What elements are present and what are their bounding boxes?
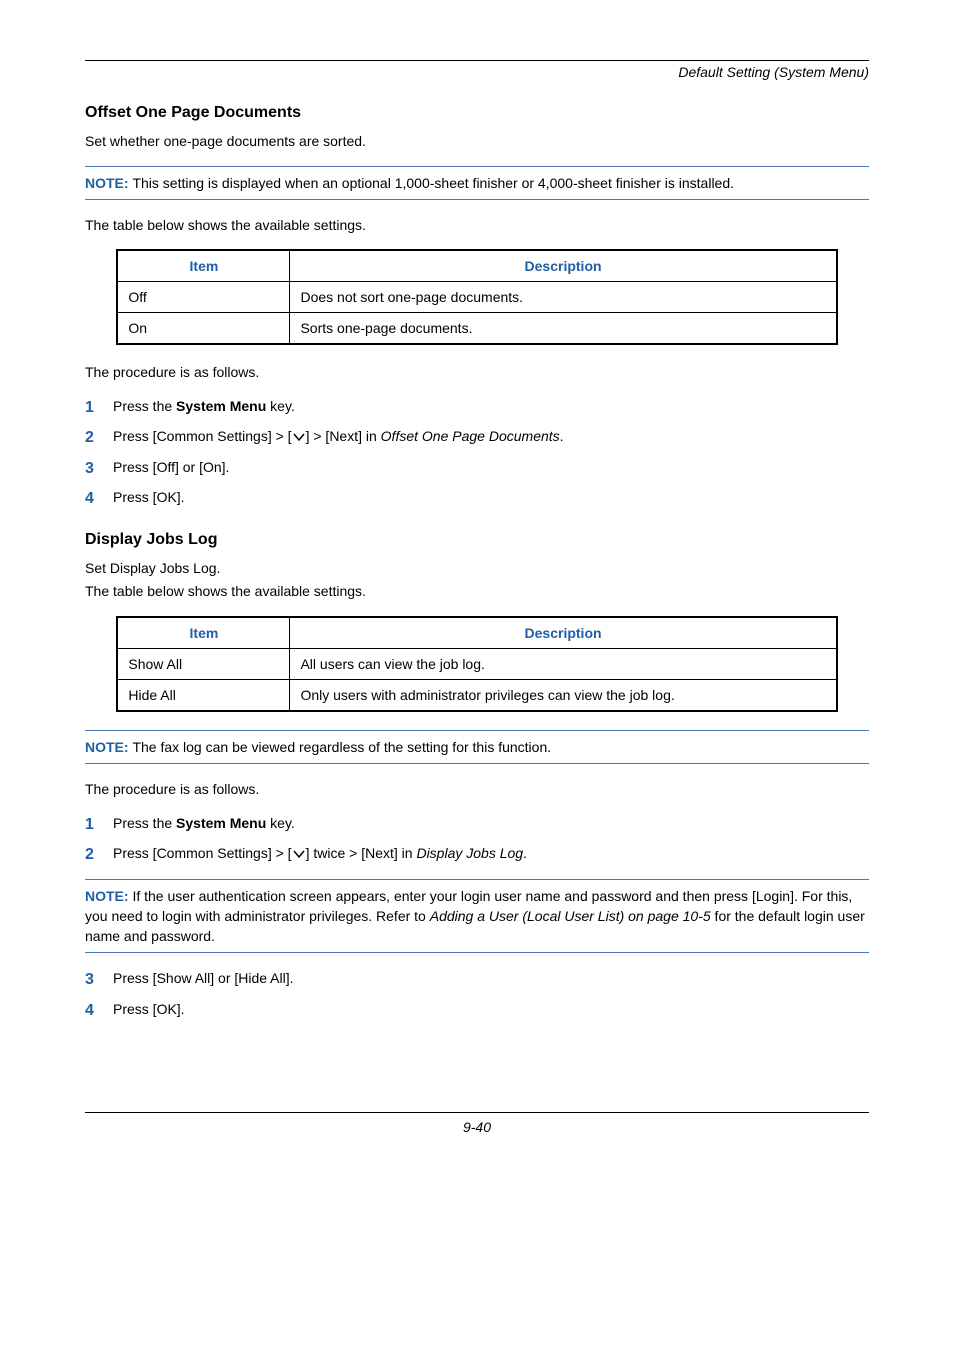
- header-rule: [85, 60, 869, 61]
- step-text: Press [Common Settings] > [ ] twice > [Ne…: [113, 844, 527, 864]
- step-number: 3: [85, 969, 113, 991]
- step-text-part: Press [Common Settings] > [: [113, 845, 292, 861]
- note-rule-bottom: [85, 763, 869, 764]
- steps-section2b: 3 Press [Show All] or [Hide All]. 4 Pres…: [85, 969, 869, 1022]
- cell-desc: Only users with administrator privileges…: [290, 679, 837, 711]
- note-rule-bottom: [85, 952, 869, 953]
- step-3: 3 Press [Off] or [On].: [85, 458, 869, 480]
- step-2: 2 Press [Common Settings] > [ ] > [Next] …: [85, 427, 869, 449]
- step-text: Press [Common Settings] > [ ] > [Next] in…: [113, 427, 564, 447]
- step-1: 1 Press the System Menu key.: [85, 814, 869, 836]
- steps-section2a: 1 Press the System Menu key. 2 Press [Co…: [85, 814, 869, 867]
- table-row: Off Does not sort one-page documents.: [117, 282, 836, 313]
- step-number: 1: [85, 397, 113, 419]
- chevron-down-icon: [292, 845, 306, 865]
- note-body: This setting is displayed when an option…: [132, 175, 734, 191]
- col-header-desc: Description: [290, 250, 837, 282]
- table-row: Hide All Only users with administrator p…: [117, 679, 836, 711]
- note-label: NOTE:: [85, 888, 132, 904]
- cell-desc: Sorts one-page documents.: [290, 313, 837, 345]
- step-text-part: Press [Common Settings] > [: [113, 428, 292, 444]
- note-label: NOTE:: [85, 175, 132, 191]
- table-intro-1: The table below shows the available sett…: [85, 216, 869, 236]
- table-row: Show All All users can view the job log.: [117, 648, 836, 679]
- step-text-part: key.: [266, 815, 295, 831]
- table-row: On Sorts one-page documents.: [117, 313, 836, 345]
- section1-intro: Set whether one-page documents are sorte…: [85, 132, 869, 152]
- step-1: 1 Press the System Menu key.: [85, 397, 869, 419]
- step-text: Press [Off] or [On].: [113, 458, 229, 478]
- cell-item: Show All: [117, 648, 290, 679]
- step-4: 4 Press [OK].: [85, 488, 869, 510]
- note-text: NOTE: This setting is displayed when an …: [85, 167, 869, 199]
- step-number: 3: [85, 458, 113, 480]
- step-text: Press the System Menu key.: [113, 397, 295, 417]
- step-number: 2: [85, 427, 113, 449]
- cell-item: Hide All: [117, 679, 290, 711]
- table-header-row: Item Description: [117, 617, 836, 649]
- step-number: 4: [85, 488, 113, 510]
- step-3: 3 Press [Show All] or [Hide All].: [85, 969, 869, 991]
- step-text: Press the System Menu key.: [113, 814, 295, 834]
- steps-section1: 1 Press the System Menu key. 2 Press [Co…: [85, 397, 869, 511]
- step-2: 2 Press [Common Settings] > [ ] twice > […: [85, 844, 869, 866]
- note-text: NOTE: The fax log can be viewed regardle…: [85, 731, 869, 763]
- step-text: Press [Show All] or [Hide All].: [113, 969, 294, 989]
- col-header-item: Item: [117, 617, 290, 649]
- cell-item: Off: [117, 282, 290, 313]
- cell-desc: Does not sort one-page documents.: [290, 282, 837, 313]
- col-header-desc: Description: [290, 617, 837, 649]
- section-heading-jobslog: Display Jobs Log: [85, 531, 869, 549]
- step-text-part: ] > [Next] in: [306, 428, 381, 444]
- note-body-italic: Adding a User (Local User List) on page …: [430, 908, 711, 924]
- note-text: NOTE: If the user authentication screen …: [85, 880, 869, 953]
- step-text-part: .: [560, 428, 564, 444]
- note-label: NOTE:: [85, 739, 132, 755]
- chevron-down-icon: [292, 428, 306, 448]
- step-text-part: .: [523, 845, 527, 861]
- step-text-bold: System Menu: [176, 815, 266, 831]
- note-block-3: NOTE: If the user authentication screen …: [85, 879, 869, 954]
- table-offset-settings: Item Description Off Does not sort one-p…: [116, 249, 837, 345]
- table-jobslog-settings: Item Description Show All All users can …: [116, 616, 837, 712]
- section2-intro2: The table below shows the available sett…: [85, 582, 869, 602]
- note-body: The fax log can be viewed regardless of …: [132, 739, 551, 755]
- step-number: 2: [85, 844, 113, 866]
- step-text: Press [OK].: [113, 1000, 185, 1020]
- step-text-part: key.: [266, 398, 295, 414]
- step-text: Press [OK].: [113, 488, 185, 508]
- note-block-2: NOTE: The fax log can be viewed regardle…: [85, 730, 869, 764]
- section-heading-offset: Offset One Page Documents: [85, 104, 869, 122]
- section2-intro1: Set Display Jobs Log.: [85, 559, 869, 579]
- note-rule-bottom: [85, 199, 869, 200]
- procedure-intro-2: The procedure is as follows.: [85, 780, 869, 800]
- page-number: 9-40: [85, 1112, 869, 1135]
- step-4: 4 Press [OK].: [85, 1000, 869, 1022]
- step-text-italic: Display Jobs Log: [416, 845, 523, 861]
- table-header-row: Item Description: [117, 250, 836, 282]
- step-number: 4: [85, 1000, 113, 1022]
- col-header-item: Item: [117, 250, 290, 282]
- running-title: Default Setting (System Menu): [85, 64, 869, 80]
- step-text-bold: System Menu: [176, 398, 266, 414]
- cell-item: On: [117, 313, 290, 345]
- step-text-part: Press the: [113, 398, 176, 414]
- step-number: 1: [85, 814, 113, 836]
- cell-desc: All users can view the job log.: [290, 648, 837, 679]
- procedure-intro-1: The procedure is as follows.: [85, 363, 869, 383]
- step-text-part: ] twice > [Next] in: [306, 845, 417, 861]
- step-text-part: Press the: [113, 815, 176, 831]
- step-text-italic: Offset One Page Documents: [381, 428, 560, 444]
- note-block-1: NOTE: This setting is displayed when an …: [85, 166, 869, 200]
